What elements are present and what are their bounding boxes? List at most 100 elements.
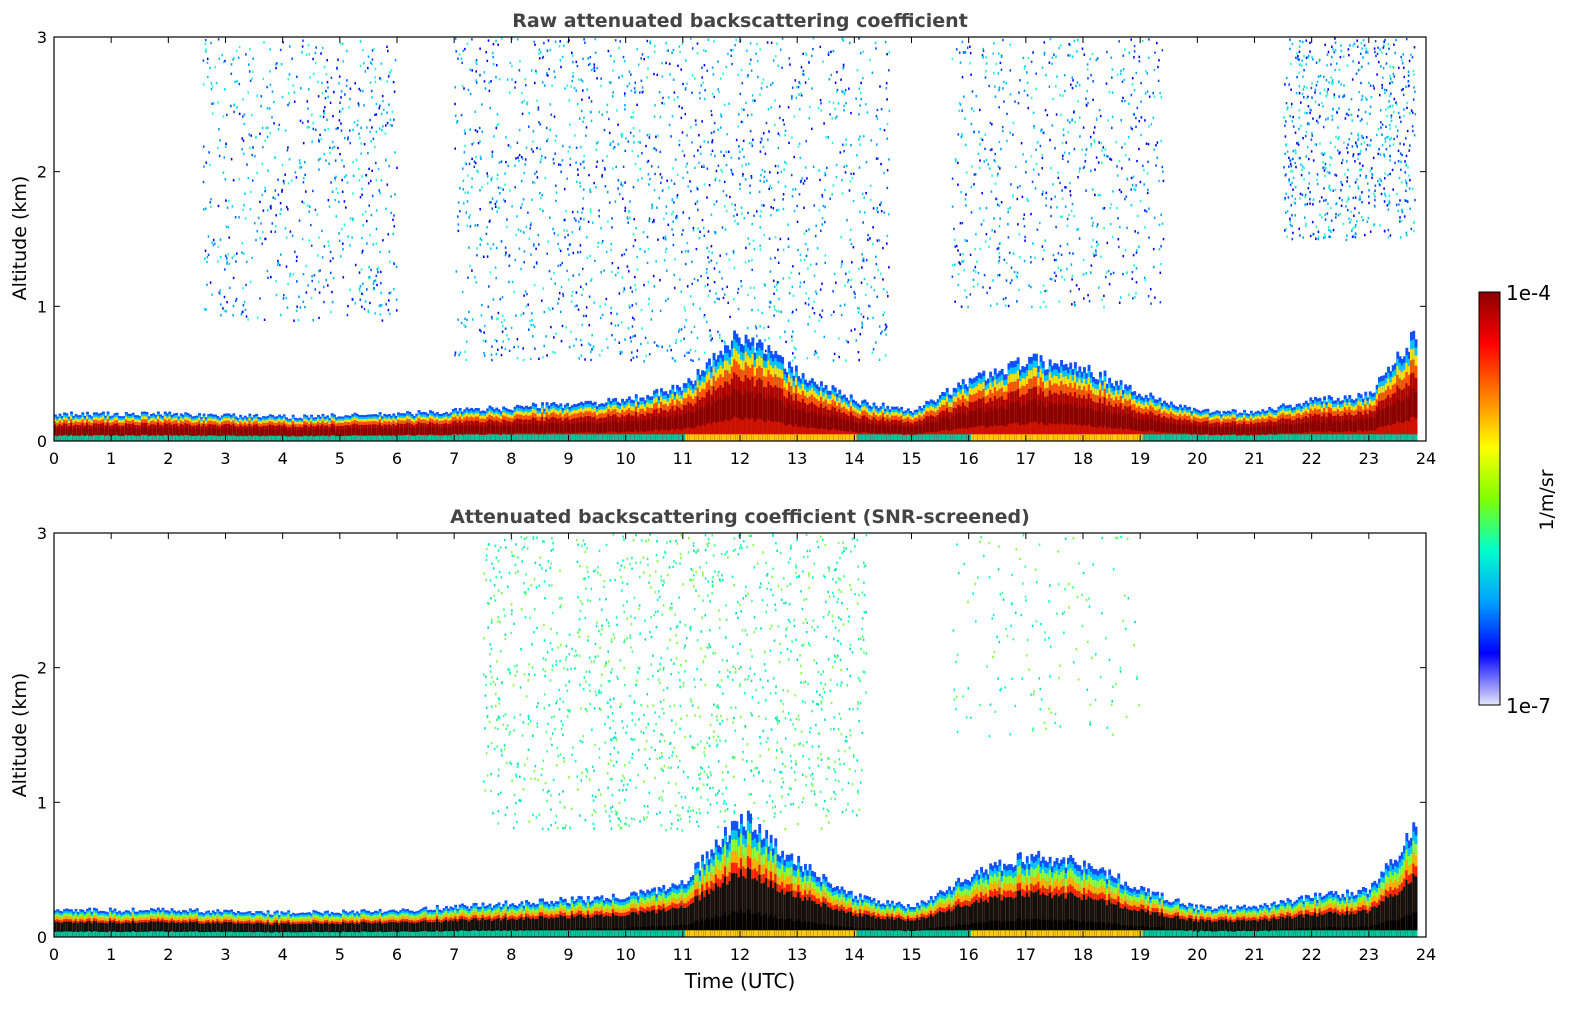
noise-speckle (551, 278, 553, 280)
noise-speckle (575, 338, 577, 340)
noise-speckle (625, 207, 627, 209)
noise-speckle (611, 217, 613, 219)
noise-speckle (1042, 245, 1044, 247)
noise-speckle (1300, 163, 1302, 165)
noise-speckle (710, 153, 712, 155)
noise-speckle (1024, 67, 1026, 69)
noise-speckle (1066, 141, 1068, 143)
noise-speckle (484, 355, 486, 357)
noise-speckle (1366, 136, 1368, 138)
noise-speckle (225, 145, 227, 147)
noise-speckle (564, 188, 566, 190)
noise-speckle (344, 137, 346, 139)
noise-speckle (799, 82, 801, 84)
noise-speckle (1305, 225, 1307, 227)
noise-speckle (1033, 127, 1035, 129)
noise-speckle (572, 231, 574, 233)
noise-speckle (586, 236, 588, 238)
noise-speckle (515, 81, 517, 83)
noise-speckle (711, 252, 713, 254)
noise-speckle (549, 217, 551, 219)
noise-speckle (543, 56, 545, 58)
noise-speckle (763, 327, 765, 329)
noise-speckle (765, 350, 767, 352)
noise-speckle (792, 360, 794, 362)
noise-speckle (1334, 146, 1336, 148)
noise-speckle (1299, 157, 1301, 159)
noise-speckle (501, 38, 503, 40)
noise-speckle (769, 171, 771, 173)
noise-speckle (1302, 137, 1304, 139)
noise-speckle (1160, 214, 1162, 216)
noise-speckle (814, 275, 816, 277)
noise-speckle (342, 108, 344, 110)
noise-speckle (726, 164, 728, 166)
noise-speckle (824, 336, 826, 338)
noise-speckle (720, 126, 722, 128)
noise-speckle (389, 261, 391, 263)
noise-speckle (1087, 90, 1089, 92)
noise-speckle (1043, 301, 1045, 303)
noise-speckle (1306, 155, 1308, 157)
noise-speckle (833, 359, 835, 361)
noise-speckle (799, 272, 801, 274)
noise-speckle (564, 229, 566, 231)
noise-speckle (392, 111, 394, 113)
noise-speckle (346, 50, 348, 52)
noise-speckle (690, 359, 692, 361)
noise-speckle (697, 200, 699, 202)
noise-speckle (751, 259, 753, 261)
noise-speckle (795, 79, 797, 81)
noise-speckle (1332, 48, 1334, 50)
noise-speckle (743, 156, 745, 158)
noise-speckle (321, 82, 323, 84)
noise-speckle (698, 162, 700, 164)
noise-speckle (702, 219, 704, 221)
noise-speckle (491, 345, 493, 347)
noise-speckle (544, 311, 546, 313)
noise-speckle (1351, 98, 1353, 100)
noise-speckle (805, 81, 807, 83)
noise-speckle (1096, 241, 1098, 243)
noise-speckle (747, 114, 749, 116)
noise-speckle (315, 209, 317, 211)
noise-speckle (287, 208, 289, 210)
noise-speckle (212, 112, 214, 114)
noise-speckle (487, 255, 489, 257)
noise-speckle (785, 341, 787, 343)
noise-speckle (1336, 111, 1338, 113)
noise-speckle (554, 232, 556, 234)
noise-speckle (637, 256, 639, 258)
noise-speckle (291, 58, 293, 60)
noise-speckle (654, 173, 656, 175)
noise-speckle (995, 96, 997, 98)
noise-speckle (328, 199, 330, 201)
noise-speckle (721, 277, 723, 279)
noise-speckle (318, 281, 320, 283)
noise-speckle (970, 52, 972, 54)
noise-speckle (1340, 83, 1342, 85)
noise-speckle (220, 256, 222, 258)
noise-speckle (236, 80, 238, 82)
noise-speckle (738, 113, 740, 115)
noise-speckle (738, 288, 740, 290)
noise-speckle (489, 220, 491, 222)
noise-speckle (1119, 302, 1121, 304)
noise-speckle (1387, 174, 1389, 176)
noise-speckle (723, 297, 725, 299)
noise-speckle (1291, 165, 1293, 167)
noise-speckle (724, 181, 726, 183)
noise-speckle (1078, 288, 1080, 290)
noise-speckle (518, 229, 520, 231)
noise-speckle (821, 109, 823, 111)
noise-speckle (1312, 203, 1314, 205)
heatmap-area (54, 37, 1417, 441)
noise-speckle (1116, 141, 1118, 143)
noise-speckle (1386, 53, 1388, 55)
noise-speckle (885, 324, 887, 326)
noise-speckle (324, 66, 326, 68)
noise-speckle (755, 53, 757, 55)
noise-speckle (814, 312, 816, 314)
noise-speckle (1110, 223, 1112, 225)
noise-speckle (872, 317, 874, 319)
